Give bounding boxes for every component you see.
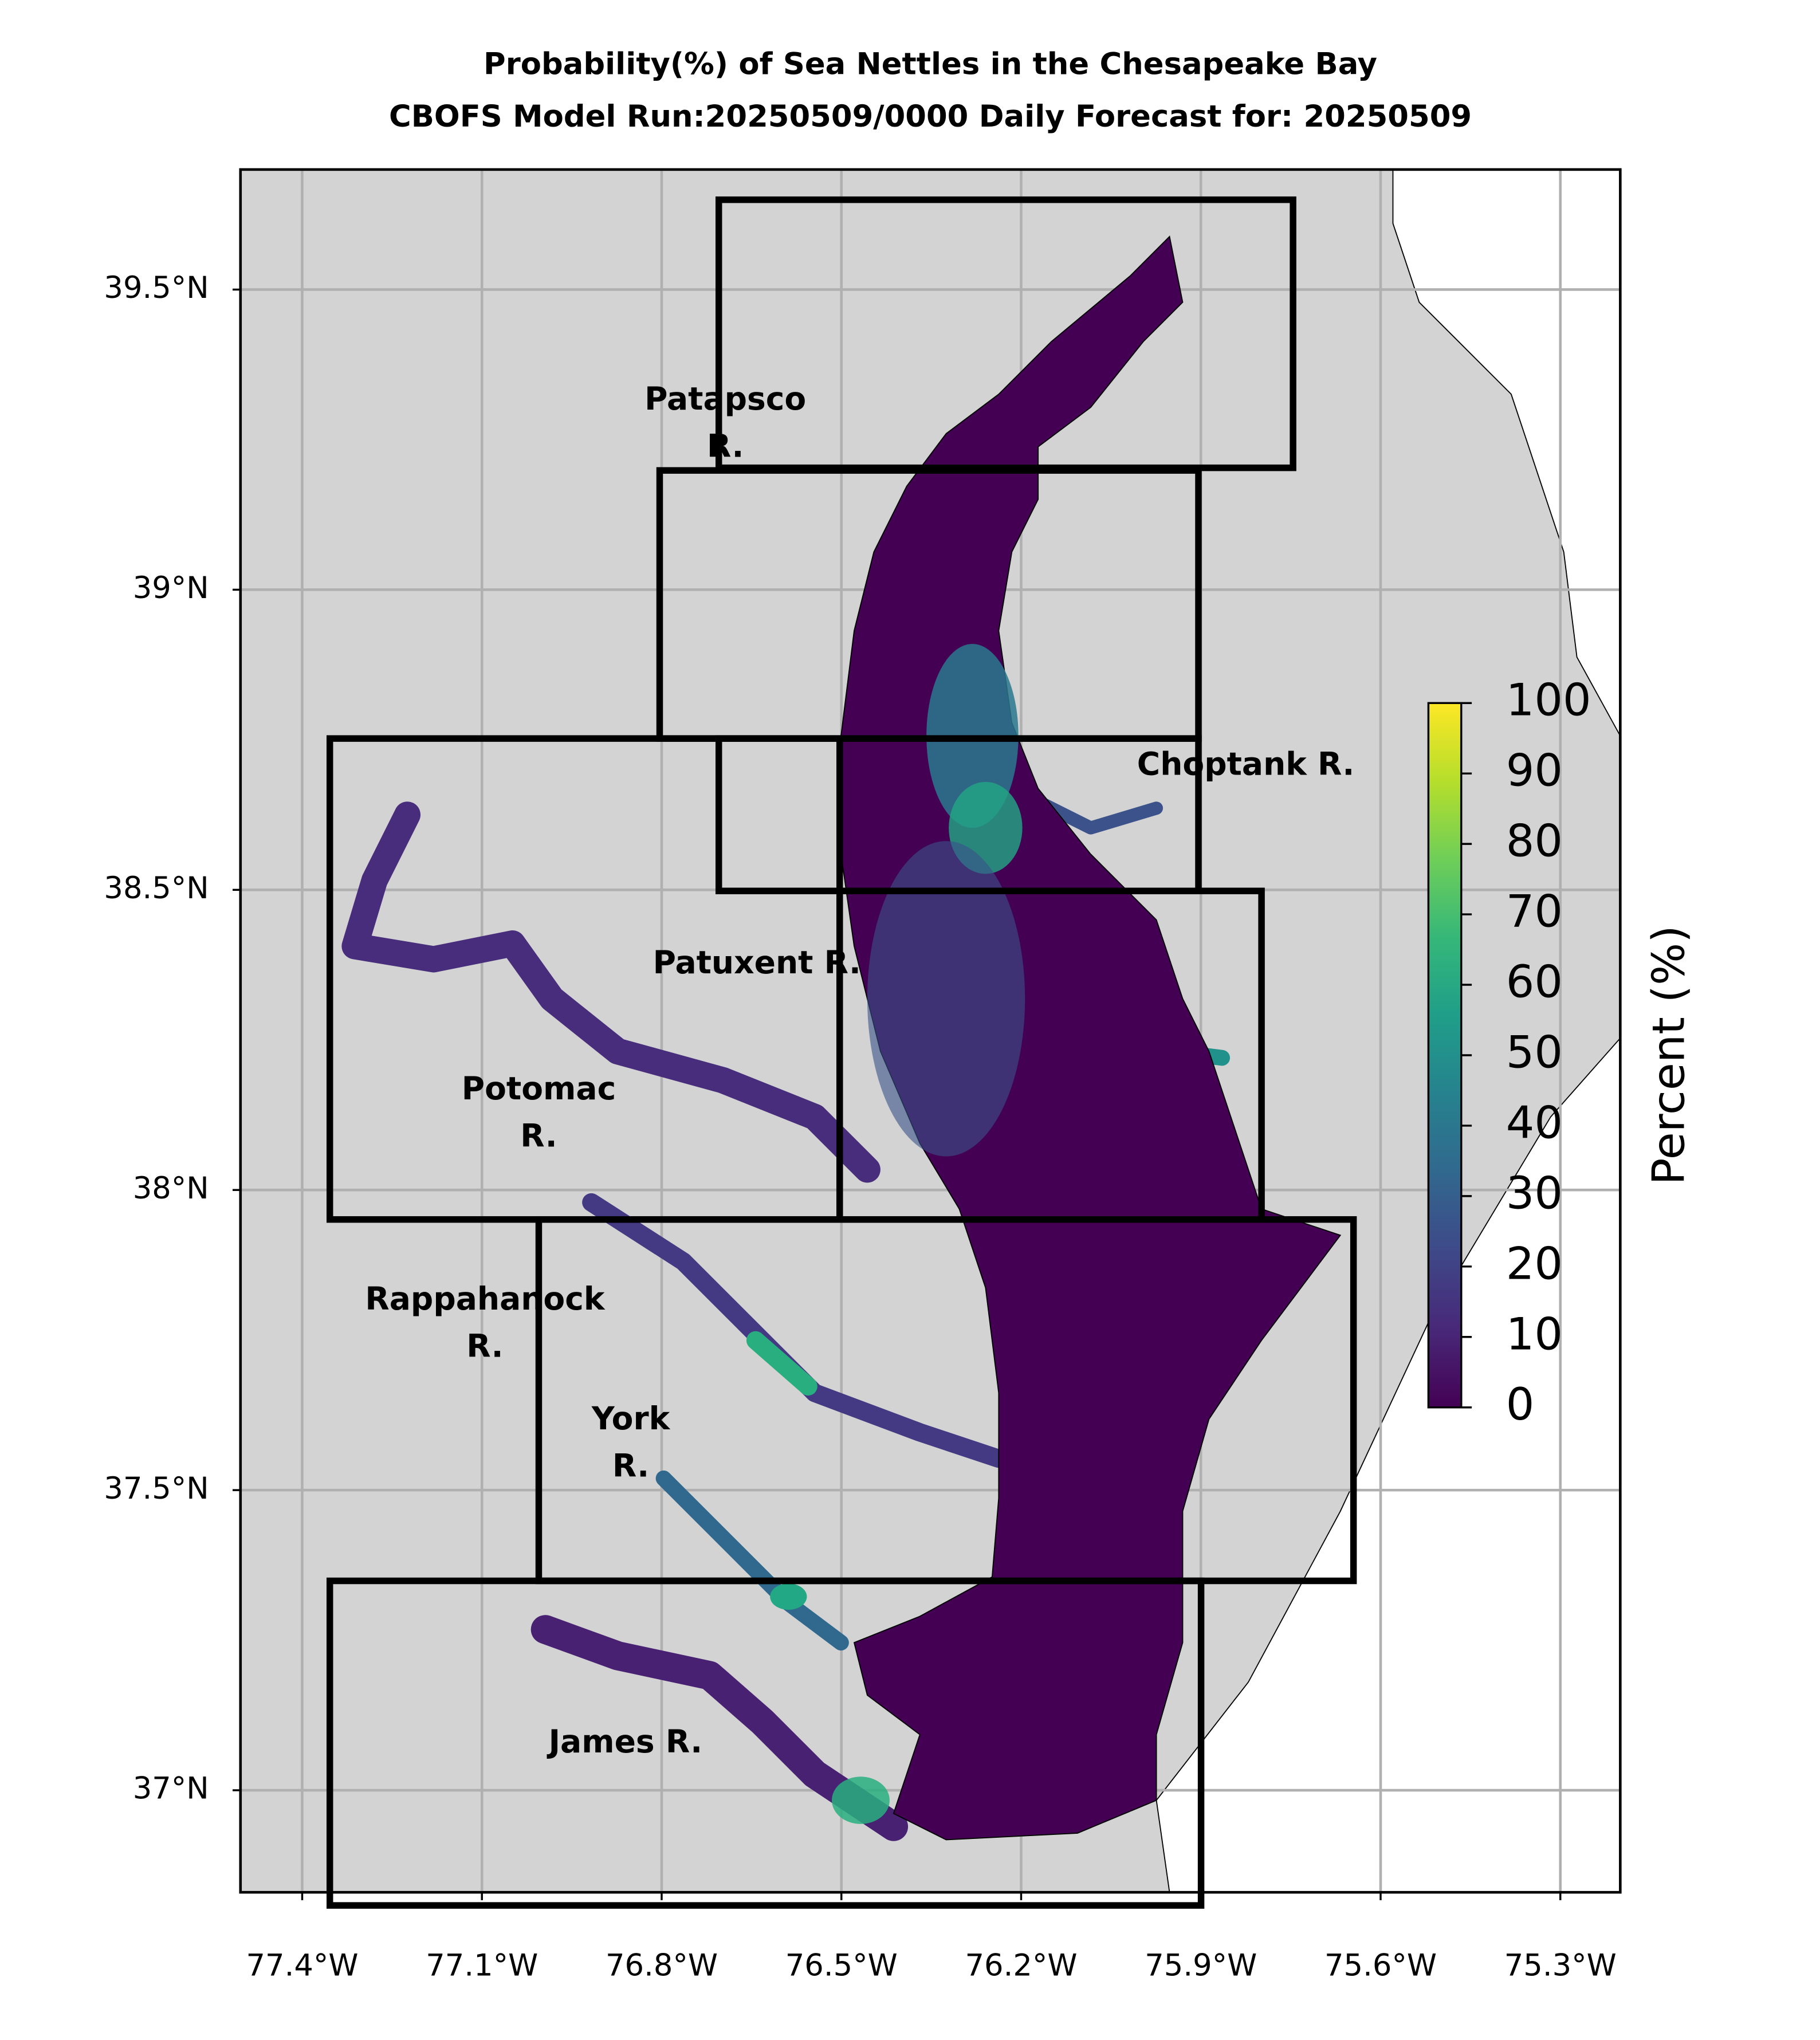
region-label: Patuxent R. (653, 944, 861, 981)
colorbar-tick-label: 80 (1506, 816, 1563, 867)
x-tick-label: 75.3°W (1504, 1948, 1617, 1983)
colorbar-label: Percent (%) (1643, 925, 1695, 1185)
region-label: James R. (547, 1723, 703, 1760)
colorbar-tick-label: 10 (1506, 1308, 1563, 1360)
y-tick-label: 39°N (133, 571, 209, 606)
colorbar: 0 10 20 30 40 50 60 70 80 90 100 Percent (%) (1427, 675, 1695, 1430)
region-label: Potomac (462, 1070, 616, 1107)
region-box (327, 1577, 1205, 1909)
region-label: York (591, 1400, 671, 1437)
region-label: R. (520, 1118, 557, 1154)
x-tick-label: 75.6°W (1324, 1948, 1437, 1983)
ocean (1155, 1037, 1621, 1893)
region-label: Patapsco (644, 380, 806, 417)
axes-frame (239, 168, 1622, 1894)
colorbar-tick-label: 60 (1506, 957, 1563, 1008)
region-labels: Patapsco R. Choptank R. Patuxent R. Potomac R… (365, 380, 1354, 1760)
x-tick-label: 76.8°W (606, 1948, 718, 1983)
region-label: R. (466, 1328, 503, 1365)
y-tick-label: 37.5°N (104, 1471, 209, 1506)
x-tick-label: 76.5°W (785, 1948, 898, 1983)
ticks: 77.4°W 77.1°W 76.8°W 76.5°W 76.2°W 75.9°W 75.6… (104, 270, 1616, 1983)
patch (746, 1331, 817, 1396)
colorbar-tick-label: 100 (1506, 675, 1591, 726)
colorbar-tick-label: 0 (1506, 1379, 1535, 1430)
rivers (341, 795, 1231, 1841)
patch (867, 841, 1025, 1157)
colorbar-tick-label: 70 (1506, 886, 1563, 938)
map-layer (240, 169, 1621, 1893)
region-label: Rappahanock (365, 1280, 605, 1317)
regions (327, 196, 1357, 1909)
y-tick-label: 38°N (133, 1171, 209, 1206)
ocean (1392, 169, 1621, 737)
colorbar-tick-label: 50 (1506, 1027, 1563, 1078)
region-label: Choptank R. (1137, 745, 1355, 782)
title: Probability(%) of Sea Nettles in the Che… (484, 46, 1377, 81)
y-tick-label: 37°N (133, 1771, 209, 1806)
x-tick-label: 77.1°W (426, 1948, 538, 1983)
region-label: R. (707, 427, 744, 464)
potomac (341, 801, 880, 1183)
region-label: R. (612, 1447, 649, 1484)
colorbar-tick-label: 30 (1506, 1168, 1563, 1219)
x-tick-label: 77.4°W (246, 1948, 359, 1983)
subtitle: CBOFS Model Run:20250509/0000 Daily Fore… (389, 99, 1472, 134)
colorbar-tick-label: 90 (1506, 745, 1563, 797)
colorbar-scale (1427, 702, 1463, 1409)
x-tick-label: 75.9°W (1145, 1948, 1257, 1983)
colorbar-tick-label: 20 (1506, 1238, 1563, 1290)
patch (770, 1583, 807, 1610)
y-tick-label: 38.5°N (104, 871, 209, 906)
x-tick-label: 76.2°W (965, 1948, 1078, 1983)
james (530, 1615, 909, 1841)
patch (832, 1776, 890, 1824)
y-tick-label: 39.5°N (104, 270, 209, 305)
colorbar-tick-label: 40 (1506, 1097, 1563, 1149)
york (655, 1470, 849, 1651)
